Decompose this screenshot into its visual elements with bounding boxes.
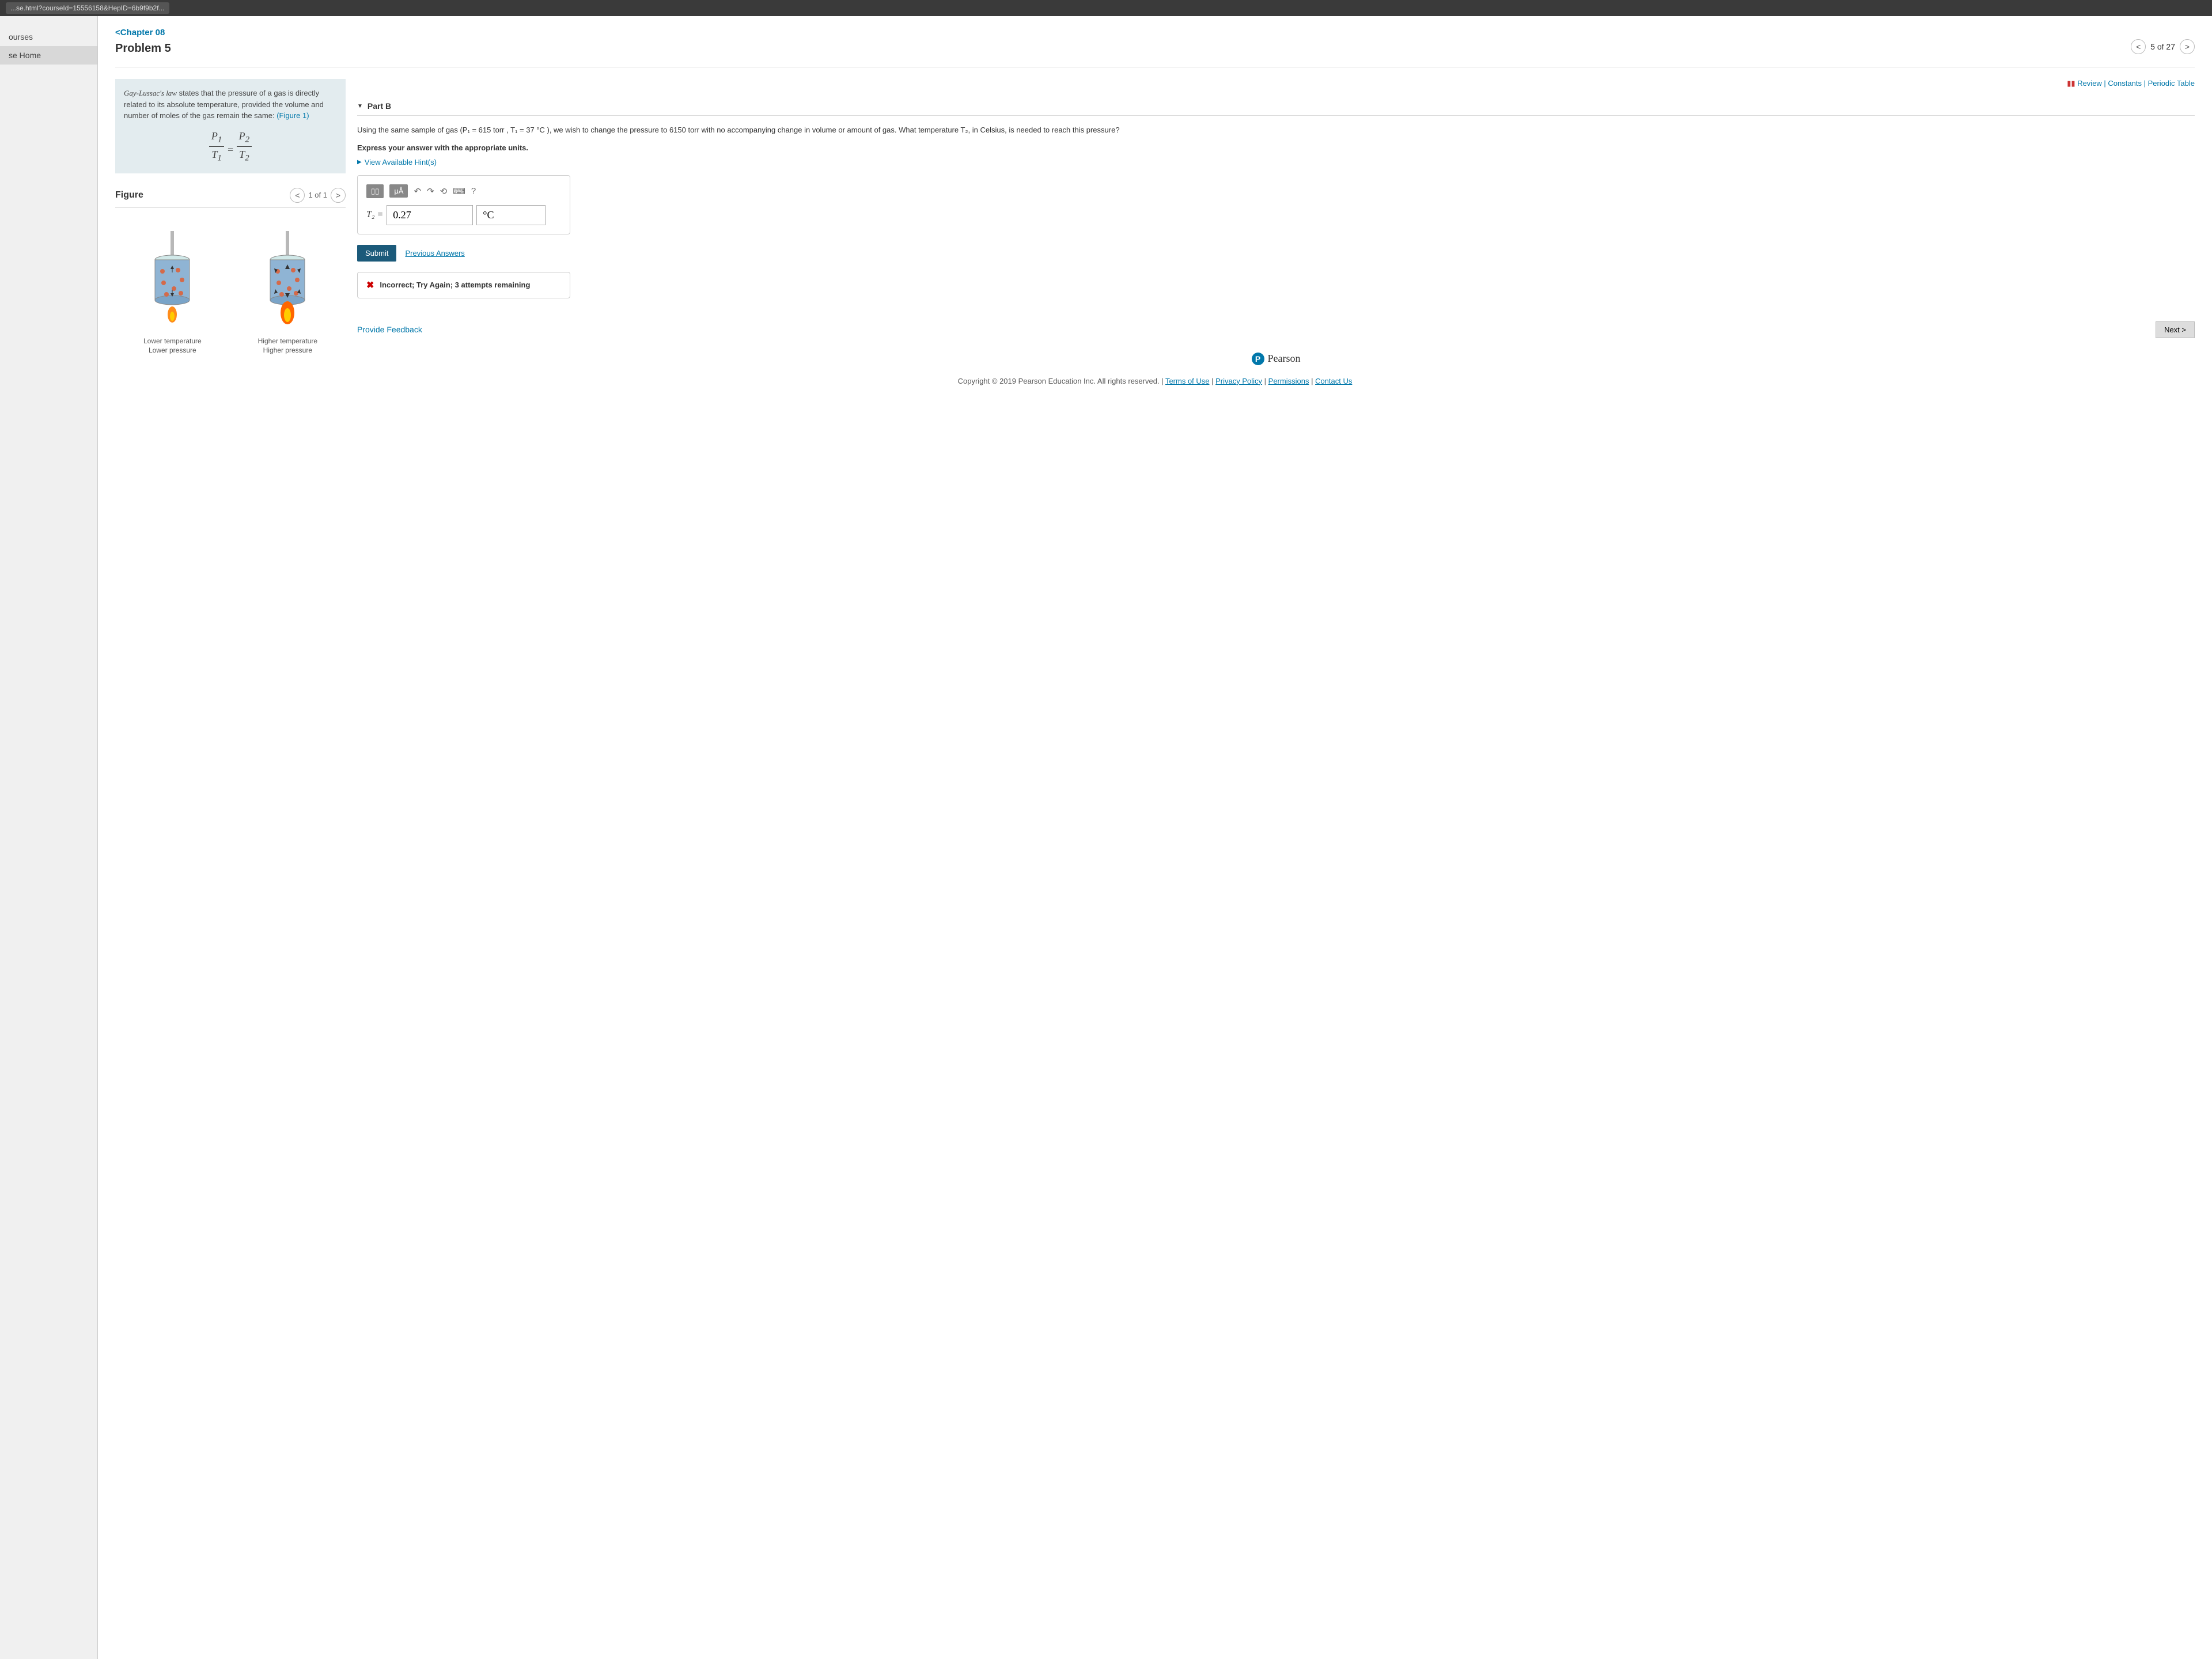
figure-next-button[interactable]: > [331, 188, 346, 203]
answer-toolbar: ▯▯ μÅ ↶ ↷ ⟲ ⌨ ? [366, 184, 561, 198]
feedback-box: ✖ Incorrect; Try Again; 3 attempts remai… [357, 272, 570, 298]
question-text: Using the same sample of gas (P₁ = 615 t… [357, 124, 2195, 137]
pearson-logo: P Pearson [357, 353, 2195, 365]
figure-link[interactable]: (Figure 1) [276, 111, 309, 120]
browser-bar: ...se.html?courseId=15556158&HepID=6b9f9… [0, 0, 2212, 16]
keyboard-icon[interactable]: ⌨ [453, 186, 465, 196]
review-link[interactable]: Review [2077, 79, 2102, 88]
pearson-text: Pearson [1268, 353, 1301, 365]
cylinder-right-icon [262, 225, 313, 329]
constants-link[interactable]: Constants [2108, 79, 2142, 88]
incorrect-icon: ✖ [366, 279, 374, 291]
part-header[interactable]: Part B [357, 97, 2195, 116]
sidebar: ourses se Home [0, 16, 98, 1659]
copyright: Copyright © 2019 Pearson Education Inc. … [115, 377, 2195, 403]
right-panel: ▮▮ Review | Constants | Periodic Table P… [357, 79, 2195, 365]
info-box: Gay-Lussac's law states that the pressur… [115, 79, 346, 173]
figure-nav: < 1 of 1 > [290, 188, 346, 203]
cylinder-left-icon [146, 225, 198, 329]
answer-unit-input[interactable] [476, 205, 546, 225]
undo-icon[interactable]: ↶ [414, 186, 421, 196]
left-panel: Gay-Lussac's law states that the pressur… [115, 79, 346, 365]
hints-link[interactable]: View Available Hint(s) [357, 158, 2195, 166]
answer-label: T₂ = [366, 210, 383, 220]
contact-link[interactable]: Contact Us [1315, 377, 1352, 385]
problem-nav: < 5 of 27 > [2131, 39, 2195, 54]
next-button[interactable]: Next > [2156, 321, 2195, 338]
help-icon[interactable]: ? [471, 186, 476, 196]
url-bar[interactable]: ...se.html?courseId=15556158&HepID=6b9f9… [6, 2, 169, 14]
redo-icon[interactable]: ↷ [427, 186, 434, 196]
sidebar-item-courses[interactable]: ourses [0, 28, 97, 46]
pearson-p-icon: P [1252, 353, 1264, 365]
previous-answers-link[interactable]: Previous Answers [405, 249, 464, 257]
cyl-left-label1: Lower temperature [143, 336, 202, 346]
submit-button[interactable]: Submit [357, 245, 396, 262]
figure-section: Figure < 1 of 1 > [115, 188, 346, 356]
periodic-link[interactable]: Periodic Table [2148, 79, 2195, 88]
chapter-label: Chapter 08 [120, 28, 165, 37]
part-title: Part B [368, 101, 391, 111]
problem-position: 5 of 27 [2150, 42, 2175, 51]
problem-title: Problem 5 [115, 42, 2195, 55]
answer-value-input[interactable] [387, 205, 473, 225]
privacy-link[interactable]: Privacy Policy [1215, 377, 1262, 385]
figure-image: Lower temperature Lower pressure [115, 225, 346, 356]
formula: P1T1 = P2T2 [124, 128, 337, 165]
chapter-back-link[interactable]: <Chapter 08 [115, 28, 2195, 37]
law-name: Gay-Lussac's law [124, 89, 177, 97]
cyl-right-label2: Higher pressure [258, 346, 317, 355]
figure-prev-button[interactable]: < [290, 188, 305, 203]
copyright-text: Copyright © 2019 Pearson Education Inc. … [958, 377, 1165, 385]
figure-position: 1 of 1 [308, 191, 327, 199]
hints-label: View Available Hint(s) [365, 158, 437, 166]
figure-title: Figure [115, 190, 143, 200]
permissions-link[interactable]: Permissions [1268, 377, 1309, 385]
instruction: Express your answer with the appropriate… [357, 143, 2195, 152]
provide-feedback-link[interactable]: Provide Feedback [357, 325, 422, 334]
feedback-text: Incorrect; Try Again; 3 attempts remaini… [380, 281, 530, 289]
units-button[interactable]: μÅ [389, 184, 408, 198]
cyl-left-label2: Lower pressure [143, 346, 202, 355]
next-problem-button[interactable]: > [2180, 39, 2195, 54]
content: <Chapter 08 Problem 5 < 5 of 27 > Gay-Lu… [98, 16, 2212, 1659]
answer-box: ▯▯ μÅ ↶ ↷ ⟲ ⌨ ? T₂ = [357, 175, 570, 234]
sidebar-item-home[interactable]: se Home [0, 46, 97, 65]
review-links: ▮▮ Review | Constants | Periodic Table [357, 79, 2195, 88]
reset-icon[interactable]: ⟲ [440, 186, 448, 196]
prev-problem-button[interactable]: < [2131, 39, 2146, 54]
cyl-right-label1: Higher temperature [258, 336, 317, 346]
terms-link[interactable]: Terms of Use [1165, 377, 1210, 385]
template-button[interactable]: ▯▯ [366, 184, 384, 198]
